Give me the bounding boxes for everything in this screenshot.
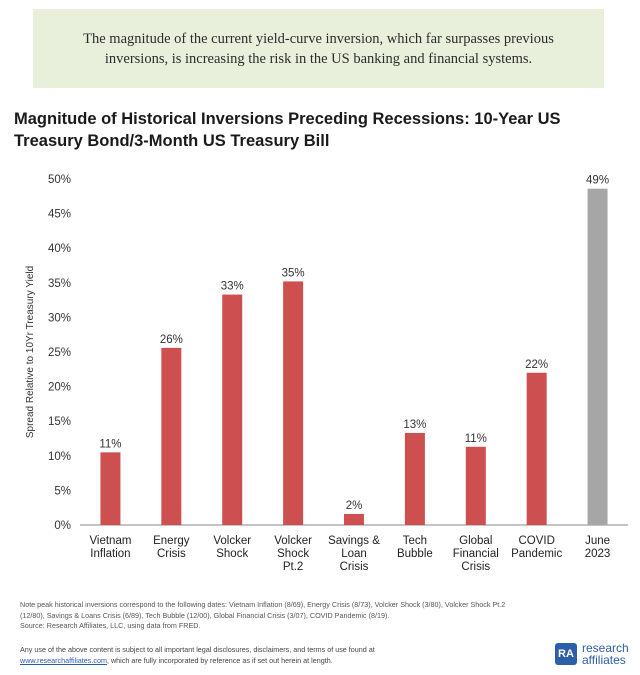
x-tick-label: Energy <box>153 535 190 547</box>
data-label: 2% <box>346 500 363 512</box>
y-tick-label: 20% <box>48 382 71 394</box>
data-label: 11% <box>99 438 121 450</box>
x-tick-label: June <box>585 535 610 547</box>
x-tick-label: Financial <box>453 548 499 560</box>
x-tick-label: Vietnam <box>89 535 131 547</box>
x-tick-label: Bubble <box>397 548 433 560</box>
disclaimer-line-2: www.researchaffiliates.com, which are fu… <box>20 656 520 667</box>
bar <box>161 347 182 525</box>
data-label: 26% <box>160 334 183 346</box>
y-axis-label: Spread Relative to 10Yr Treasury Yield <box>25 266 36 438</box>
y-tick-label: 40% <box>48 243 71 255</box>
website-link[interactable]: www.researchaffiliates.com <box>20 655 107 665</box>
logo-wordmark: research affiliates <box>582 642 629 666</box>
note-line-1: Note peak historical inversions correspo… <box>20 600 506 609</box>
bar <box>222 294 243 525</box>
bar <box>283 281 304 525</box>
logo-text-line-2: affiliates <box>582 653 626 667</box>
y-tick-label: 25% <box>48 347 71 359</box>
x-tick-label: Global <box>459 535 492 547</box>
y-tick-label: 0% <box>54 520 71 532</box>
x-tick-label: Shock <box>216 548 248 560</box>
y-tick-label: 50% <box>48 174 71 186</box>
x-tick-label: Pandemic <box>511 548 562 560</box>
bar <box>100 452 121 525</box>
x-tick-label: Inflation <box>90 548 130 560</box>
y-tick-label: 30% <box>48 312 71 324</box>
bar <box>465 446 486 525</box>
logo-text-line-1: research <box>582 641 629 655</box>
x-tick-label: Crisis <box>157 548 186 560</box>
bar <box>404 432 425 525</box>
bar-chart: Spread Relative to 10Yr Treasury Yield 0%… <box>25 174 628 573</box>
logo-icon: RA <box>555 643 577 665</box>
bar <box>344 513 364 525</box>
x-tick-label: Volcker <box>213 535 251 547</box>
x-tick-label: COVID <box>518 535 554 547</box>
summary-banner: The magnitude of the current yield-curve… <box>33 9 604 88</box>
data-label: 33% <box>221 281 244 293</box>
y-tick-label: 35% <box>48 278 71 290</box>
chart-notes: Note peak historical inversions correspo… <box>20 600 616 632</box>
disclaimer-line-1: Any use of the above content is subject … <box>20 645 375 654</box>
x-tick-label: 2023 <box>585 548 611 560</box>
y-tick-label: 5% <box>54 485 71 497</box>
x-tick-label: Tech <box>403 535 427 547</box>
x-tick-label: Loan <box>341 548 367 560</box>
chart-title: Magnitude of Historical Inversions Prece… <box>14 110 561 150</box>
data-label: 35% <box>282 267 305 279</box>
x-tick-label: Shock <box>277 548 309 560</box>
y-tick-label: 15% <box>48 416 71 428</box>
bar <box>587 188 608 526</box>
data-label: 11% <box>465 433 487 445</box>
data-label: 49% <box>586 175 609 187</box>
bar <box>526 372 547 525</box>
x-tick-label: Pt.2 <box>283 561 303 573</box>
data-label: 22% <box>525 359 548 371</box>
disclaimer: Any use of the above content is subject … <box>20 645 520 666</box>
x-tick-label: Crisis <box>340 561 369 573</box>
source-line: Source: Research Affiliates, LLC, using … <box>20 621 201 630</box>
x-tick-label: Volcker <box>274 535 312 547</box>
data-label: 13% <box>403 419 426 431</box>
research-affiliates-logo: RA research affiliates <box>555 642 629 666</box>
disclaimer-line-2-text: , which are fully incorporated by refere… <box>106 655 333 665</box>
y-tick-label: 10% <box>48 451 71 463</box>
note-line-2: (12/80), Savings & Loans Crisis (6/89), … <box>20 610 390 620</box>
x-tick-label: Crisis <box>461 561 490 573</box>
x-tick-label: Savings & <box>328 535 380 547</box>
banner-text: The magnitude of the current yield-curve… <box>83 30 554 67</box>
y-tick-label: 45% <box>48 209 71 221</box>
